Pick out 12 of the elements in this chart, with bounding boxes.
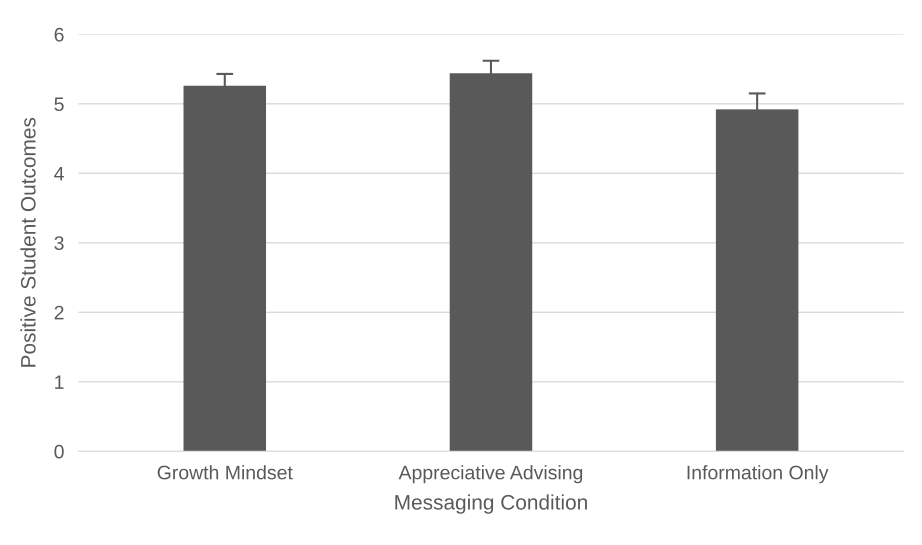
x-tick-label: Growth Mindset [158,465,293,480]
y-tick-label: 5 [54,97,64,112]
y-tick-label: 3 [54,236,64,250]
y-tick-label: 4 [54,166,64,180]
x-tick-label: Information Only [688,465,828,484]
y-axis-title: Positive Student Outcomes [20,118,36,367]
y-tick-label: 1 [55,375,64,389]
y-tick-label: 2 [54,306,64,320]
y-tick-label: 0 [54,444,64,458]
y-tick-label: 6 [54,28,64,42]
x-tick-label: Appreciative Advising [398,465,582,484]
x-axis-title: Messaging Condition [395,494,587,514]
